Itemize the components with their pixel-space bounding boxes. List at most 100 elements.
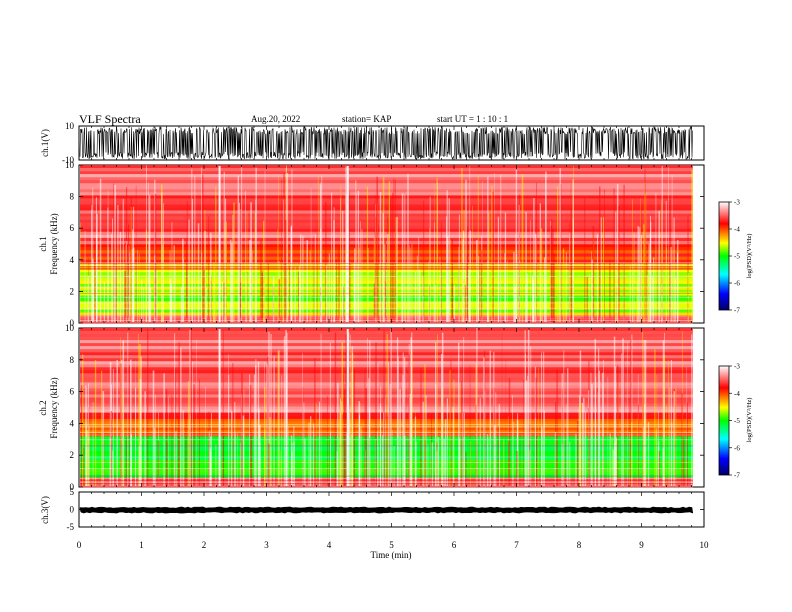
ch1-spectrogram-streak [572,218,574,322]
ch2-spectrogram-streak [437,437,440,486]
ch2-spectrogram-streak [615,437,617,486]
ch1-spectrogram-streak [162,244,164,322]
ch1-spectrogram-streak [349,191,350,322]
ch1-spectrogram-streak [586,276,588,322]
ch2-spectrogram-streak [585,412,587,486]
ch1-spectrogram-streak [224,222,226,322]
ch2-spectrogram-streak [268,443,270,486]
ch2-spectrogram-streak [240,442,241,486]
ch1-spectrogram-streak [338,246,340,322]
ch1-spectrogram-streak [562,248,565,322]
ch1-spectrogram-streak [366,186,369,322]
time-axis-tick-label: 7 [514,540,519,550]
ch1-spectrogram-band [80,283,693,288]
ch2-spectrogram-streak [601,372,604,486]
ch1-spectrogram-streak [550,225,552,322]
ch1-spectrogram-streak [644,182,645,322]
ch2-colorbar-tick-label: -4 [734,390,740,398]
ch2-spectrogram-ylabel-channel: ch.2 [38,400,48,415]
ch2-spectrogram-streak [613,336,616,486]
ch1-spectrogram-band [80,195,693,199]
ch1-spectrogram-band [80,177,693,181]
ch1-spectrogram-band [80,241,693,245]
ch2-spectrogram-streak [512,395,513,486]
ch2-spectrogram-streak [575,433,577,486]
ch2-spectrogram-streak [364,368,366,486]
ch1-spectrogram-streak [359,248,360,322]
ch1-spectrogram-streak [573,165,574,322]
ch2-spectrogram-streak [590,372,592,486]
ch1-spectrogram-streak [387,234,389,322]
ch2-spectrogram-streak [156,427,158,486]
ch2-spectrogram-streak [530,346,532,486]
ch1-spectrogram-streak [613,188,615,322]
ch2-spectrogram-streak [367,338,368,486]
time-axis-tick-label: 5 [389,540,394,550]
ch2-spectrogram-streak [408,344,410,486]
ch1-spectrogram-streak [384,244,386,322]
ch2-spectrogram-band [80,379,693,383]
ch2-spectrogram-streak [655,429,657,486]
ch1-spectrogram-streak [551,219,553,322]
ch2-spectrogram-streak [671,422,673,486]
ch1-spectrogram-streak [194,176,196,322]
ch1-spectrogram-streak [249,240,251,322]
ch3-waveform-ytick-label: 0 [70,505,75,515]
ch1-spectrogram-streak [302,235,304,322]
ch1-spectrogram-streak [466,226,468,322]
ch2-spectrogram-streak [345,334,347,486]
ch2-spectrogram-streak [444,419,447,486]
ch2-spectrogram-streak [382,434,383,486]
ch1-spectrogram-streak [169,279,172,322]
ch1-spectrogram-streak [331,192,333,322]
ch2-spectrogram-band [80,376,693,380]
ch1-spectrogram-band [80,298,693,302]
ch2-spectrogram-band [80,424,693,428]
ch2-spectrogram-band [80,364,693,368]
ch1-spectrogram-streak [405,287,407,322]
ch2-spectrogram-streak [424,364,426,486]
ch2-spectrogram-band [80,450,693,455]
ch1-spectrogram-band [80,234,693,239]
ch1-spectrogram-streak [360,221,361,322]
ch2-spectrogram-streak [535,434,538,486]
ch2-spectrogram-streak [138,445,140,486]
ch1-spectrogram-streak [392,192,394,322]
ch1-spectrogram-band [80,207,693,211]
ch1-spectrogram-streak [87,275,90,322]
ch1-spectrogram-streak [668,166,669,322]
ch2-spectrogram-streak [215,444,217,486]
ch2-spectrogram-streak [631,421,633,486]
ch1-colorbar-tick-label: -3 [734,199,740,207]
ch1-spectrogram-band [80,174,693,178]
ch1-spectrogram-streak [428,261,430,322]
ch2-colorbar: -3 -4 -5 -6 -7 log(PSD)(V²/Hz) [718,363,753,480]
ch2-spectrogram-streak [668,360,669,486]
ch1-spectrogram-streak [515,243,517,322]
ch2-spectrogram-streak [561,443,564,486]
ch1-waveform-trace [79,125,693,160]
ch1-spectrogram-streak [388,181,390,322]
ch2-spectrogram-streak [286,346,288,486]
ch2-spectrogram-streak [461,381,463,486]
ch1-spectrogram-streak [255,167,257,322]
ch1-spectrogram-streak [156,270,158,322]
ch2-spectrogram-streak [185,414,187,486]
ch2-spectrogram-streak [404,357,406,486]
ch1-spectrogram-streak [640,198,641,322]
ch2-spectrogram-streak [174,333,176,486]
ch2-spectrogram-streak [495,392,497,486]
ch1-spectrogram-streak [616,183,619,322]
ch1-spectrogram-streak [645,192,647,322]
ch2-spectrogram-streak [683,437,685,486]
ch2-spectrogram-streak [527,375,529,486]
ch1-spectrogram-streak [476,240,478,322]
ch2-spectrogram-streak [123,391,124,486]
ch2-spectrogram-streak [267,357,269,486]
ch2-spectrogram-streak [314,357,316,486]
ch1-spectrogram-streak [202,174,204,322]
ch2-spectrogram-streak [329,342,331,486]
time-axis-tick-label: 3 [264,540,269,550]
ch2-spectrogram-streak [241,372,243,486]
ch2-spectrogram-streak [231,411,233,486]
